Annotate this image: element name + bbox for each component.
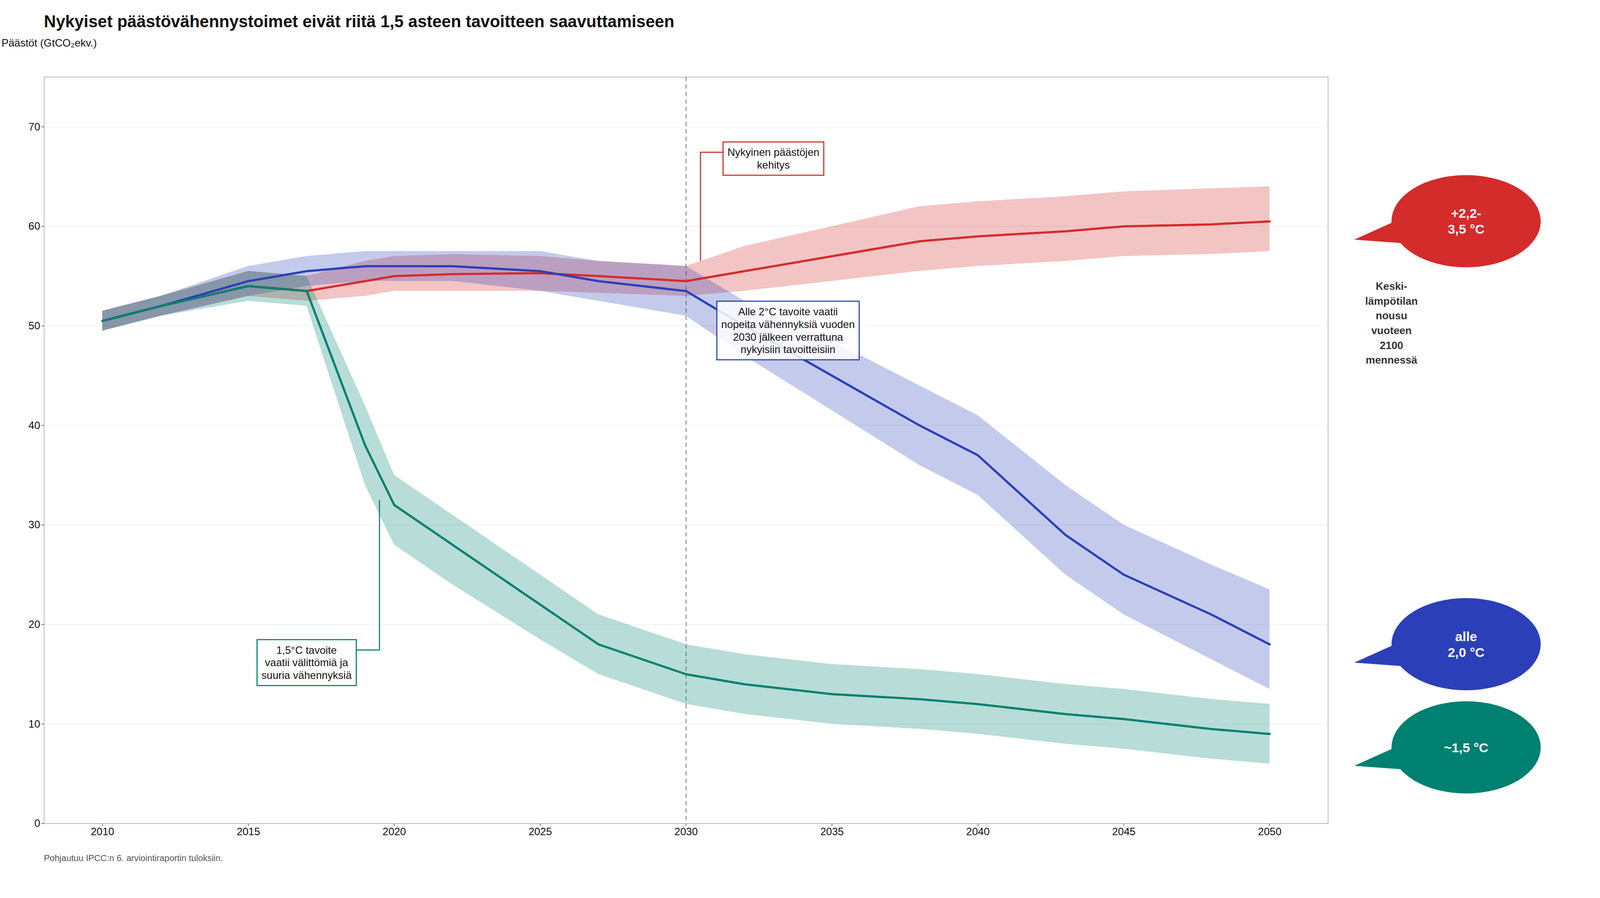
svg-text:alle2,0 °C: alle2,0 °C <box>1447 629 1485 660</box>
svg-text:2040: 2040 <box>966 825 990 838</box>
svg-text:Nykyinen päästöjenkehitys: Nykyinen päästöjenkehitys <box>727 146 820 171</box>
svg-text:2030: 2030 <box>674 825 698 838</box>
svg-text:0: 0 <box>34 816 40 829</box>
svg-text:2050: 2050 <box>1258 825 1282 838</box>
svg-text:50: 50 <box>28 319 41 332</box>
svg-text:Alle 2°C tavoite vaatiinopeita: Alle 2°C tavoite vaatiinopeita vähennyks… <box>721 305 855 356</box>
svg-text:30: 30 <box>28 518 41 531</box>
svg-text:2025: 2025 <box>528 825 552 838</box>
svg-text:10: 10 <box>28 717 41 730</box>
html-text:Nykyiset päästövähennystoimet: Nykyiset päästövähennystoimet eivät riit… <box>43 12 675 31</box>
svg-text:2015: 2015 <box>236 825 260 838</box>
svg-text:2010: 2010 <box>90 825 115 838</box>
svg-text:Keski-lämpötilannousuvuoteen21: Keski-lämpötilannousuvuoteen2100mennessä <box>1365 280 1418 366</box>
svg-text:+2,2-3,5 °C: +2,2-3,5 °C <box>1447 205 1485 237</box>
svg-text:2035: 2035 <box>820 825 844 838</box>
svg-text:2020: 2020 <box>382 825 407 838</box>
svg-text:20: 20 <box>28 618 41 630</box>
html-text:Pohjautuu IPCC:n 6. arviointir: Pohjautuu IPCC:n 6. arviointiraportin tu… <box>43 852 223 863</box>
svg-text:Päästöt (GtCO₂ekv.): Päästöt (GtCO₂ekv.) <box>1 36 98 49</box>
svg-text:1,5°C tavoitevaatii välittömiä: 1,5°C tavoitevaatii välittömiä jasuuria … <box>261 643 353 682</box>
svg-text:40: 40 <box>28 419 41 432</box>
svg-text:60: 60 <box>28 219 41 232</box>
svg-text:2045: 2045 <box>1111 825 1136 838</box>
svg-text:~1,5 °C: ~1,5 °C <box>1443 740 1489 755</box>
svg-text:70: 70 <box>28 120 41 133</box>
